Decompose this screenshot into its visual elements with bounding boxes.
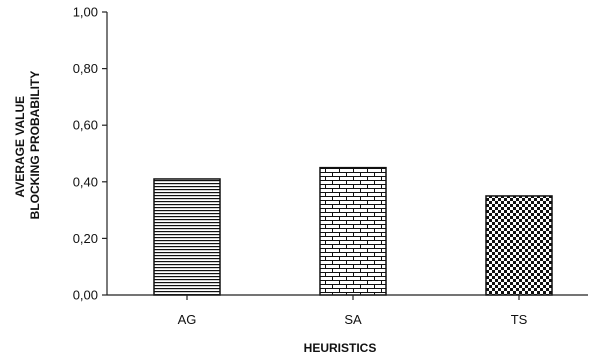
bar-sa (319, 166, 387, 296)
y-axis-title: AVERAGE VALUE BLOCKING PROBABILITY (13, 71, 42, 220)
y-tick-label: 0,00 (73, 288, 98, 303)
axes-layer (102, 11, 588, 300)
y-tick-label: 0,60 (73, 118, 98, 133)
labels-layer: 0,00 0,20 0,40 0,60 0,80 1,00 AG SA TS (73, 5, 528, 328)
bar-ts (485, 195, 553, 296)
y-tick-label: 0,40 (73, 174, 98, 189)
bar-ag (153, 178, 221, 296)
x-tick-label-ts: TS (511, 312, 528, 327)
y-axis-title-line-1: AVERAGE VALUE (13, 96, 27, 198)
y-tick-label: 1,00 (73, 5, 98, 20)
x-tick-label-ag: AG (178, 312, 197, 327)
bars-layer (153, 166, 553, 296)
y-tick-label: 0,80 (73, 61, 98, 76)
y-axis-title-line-2: BLOCKING PROBABILITY (28, 71, 42, 220)
x-tick-label-sa: SA (344, 312, 362, 327)
y-tick-label: 0,20 (73, 231, 98, 246)
x-axis-title: HEURISTICS (304, 341, 377, 355)
